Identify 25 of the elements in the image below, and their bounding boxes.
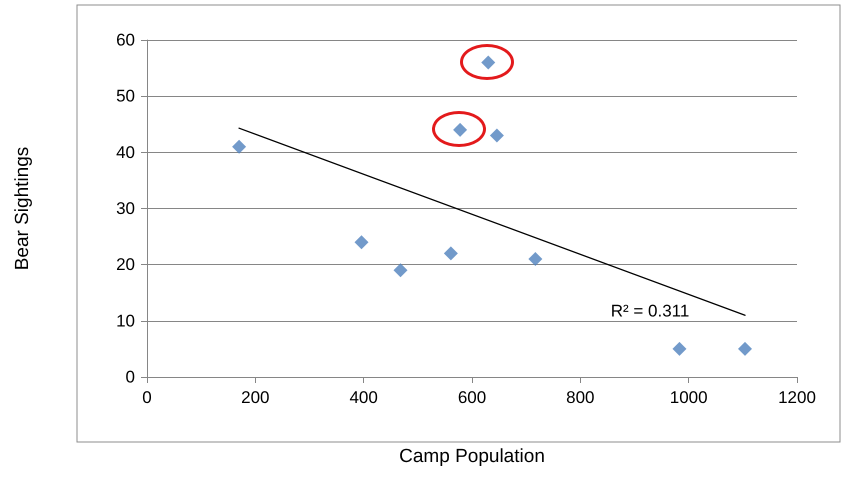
x-tick-label: 0 — [142, 388, 152, 407]
point — [672, 342, 686, 356]
y-tick-label: 0 — [126, 368, 135, 386]
point — [232, 140, 246, 154]
x-tick-label: 800 — [566, 388, 595, 407]
y-tick-label: 40 — [116, 142, 135, 162]
y-tick-label: 60 — [116, 30, 135, 50]
point — [394, 263, 408, 278]
point — [354, 235, 368, 250]
x-tick-label: 600 — [458, 388, 486, 407]
x-tick-label: 400 — [349, 388, 378, 407]
x-tick-label: 200 — [241, 388, 270, 407]
point — [490, 128, 504, 142]
y-tick-label: 10 — [116, 311, 135, 330]
y-axis-title: Bear Sightings — [12, 146, 33, 270]
x-axis-title: Camp Population — [399, 446, 545, 467]
annotation: R² = 0.311 — [610, 302, 690, 320]
point — [528, 252, 542, 266]
x-tick-label: 1000 — [670, 388, 708, 407]
y-tick-label: 20 — [116, 255, 135, 274]
point — [738, 342, 752, 356]
x-tick-label: 1200 — [778, 388, 816, 407]
point — [444, 246, 458, 260]
y-tick-label: 30 — [116, 199, 135, 218]
y-tick-label: 50 — [116, 86, 135, 106]
